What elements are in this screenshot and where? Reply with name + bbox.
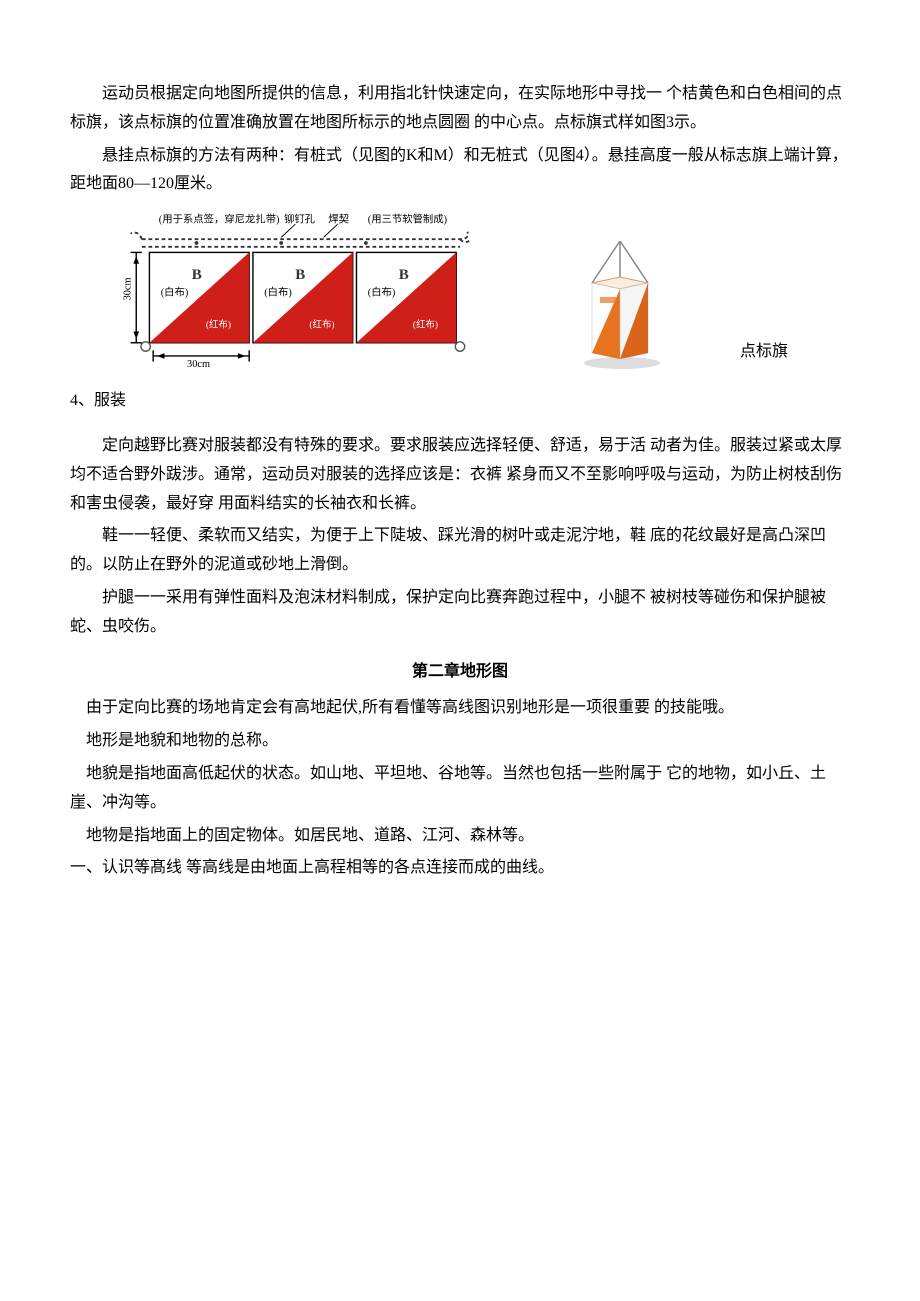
svg-text:(白布): (白布): [368, 286, 396, 299]
paragraph-5: 护腿一一采用有弹性面料及泡沫材料制成，保护定向比赛奔跑过程中，小腿不 被树枝等碰…: [70, 584, 850, 642]
label-right: (用三节软管制成): [368, 212, 447, 225]
svg-text:B: B: [192, 267, 202, 283]
svg-text:B: B: [295, 267, 305, 283]
svg-text:(白布): (白布): [161, 286, 189, 299]
figure-area: (用于系点签，穿尼龙扎带) 铆钉孔 焊契 (用三节软管制成) 30cm B (白…: [100, 211, 850, 371]
label-weld: 焊契: [328, 212, 349, 225]
section-4-title: 4、服装: [70, 387, 850, 416]
paragraph-3: 定向越野比赛对服装都没有特殊的要求。要求服装应选择轻便、舒适，易于活 动者为佳。…: [70, 432, 850, 518]
panel-3: B (白布) (红布): [356, 253, 456, 343]
label-left: (用于系点签，穿尼龙扎带): [159, 212, 280, 225]
svg-text:(白布): (白布): [264, 286, 292, 299]
flag-diagram-schematic: (用于系点签，穿尼龙扎带) 铆钉孔 焊契 (用三节软管制成) 30cm B (白…: [100, 211, 500, 371]
paragraph-9: 地物是指地面上的固定物体。如居民地、道路、江河、森林等。: [70, 822, 850, 851]
flag-caption: 点标旗: [740, 338, 788, 367]
paragraph-4: 鞋一一轻便、柔软而又结实，为便于上下陡坡、踩光滑的树叶或走泥泞地，鞋 底的花纹最…: [70, 522, 850, 580]
paragraph-6: 由于定向比赛的场地肯定会有高地起伏,所有看懂等高线图识别地形是一项很重要 的技能…: [70, 694, 850, 723]
width-label: 30cm: [187, 359, 210, 370]
paragraph-2: 悬挂点标旗的方法有两种：有桩式（见图的K和M）和无桩式（见图4）。悬挂高度一般从…: [70, 142, 850, 200]
svg-text:(红布): (红布): [206, 319, 231, 331]
height-label: 30cm: [123, 278, 134, 301]
paragraph-8: 地貌是指地面高低起伏的状态。如山地、平坦地、谷地等。当然也包括一些附属于 它的地…: [70, 760, 850, 818]
paragraph-7: 地形是地貌和地物的总称。: [70, 727, 850, 756]
flag-3d-illustration: [560, 241, 680, 371]
panel-1: B (白布) (红布): [149, 253, 249, 343]
paragraph-10: 一、认识等髙线 等高线是由地面上高程相等的各点连接而成的曲线。: [70, 854, 850, 883]
chapter-2-title: 第二章地形图: [70, 658, 850, 687]
paragraph-1: 运动员根据定向地图所提供的信息，利用指北针快速定向，在实际地形中寻找一 个桔黄色…: [70, 80, 850, 138]
label-nail: 铆钉孔: [284, 212, 316, 225]
svg-text:(红布): (红布): [413, 319, 438, 331]
svg-text:B: B: [399, 267, 409, 283]
panel-2: B (白布) (红布): [253, 253, 353, 343]
svg-text:(红布): (红布): [309, 319, 334, 331]
